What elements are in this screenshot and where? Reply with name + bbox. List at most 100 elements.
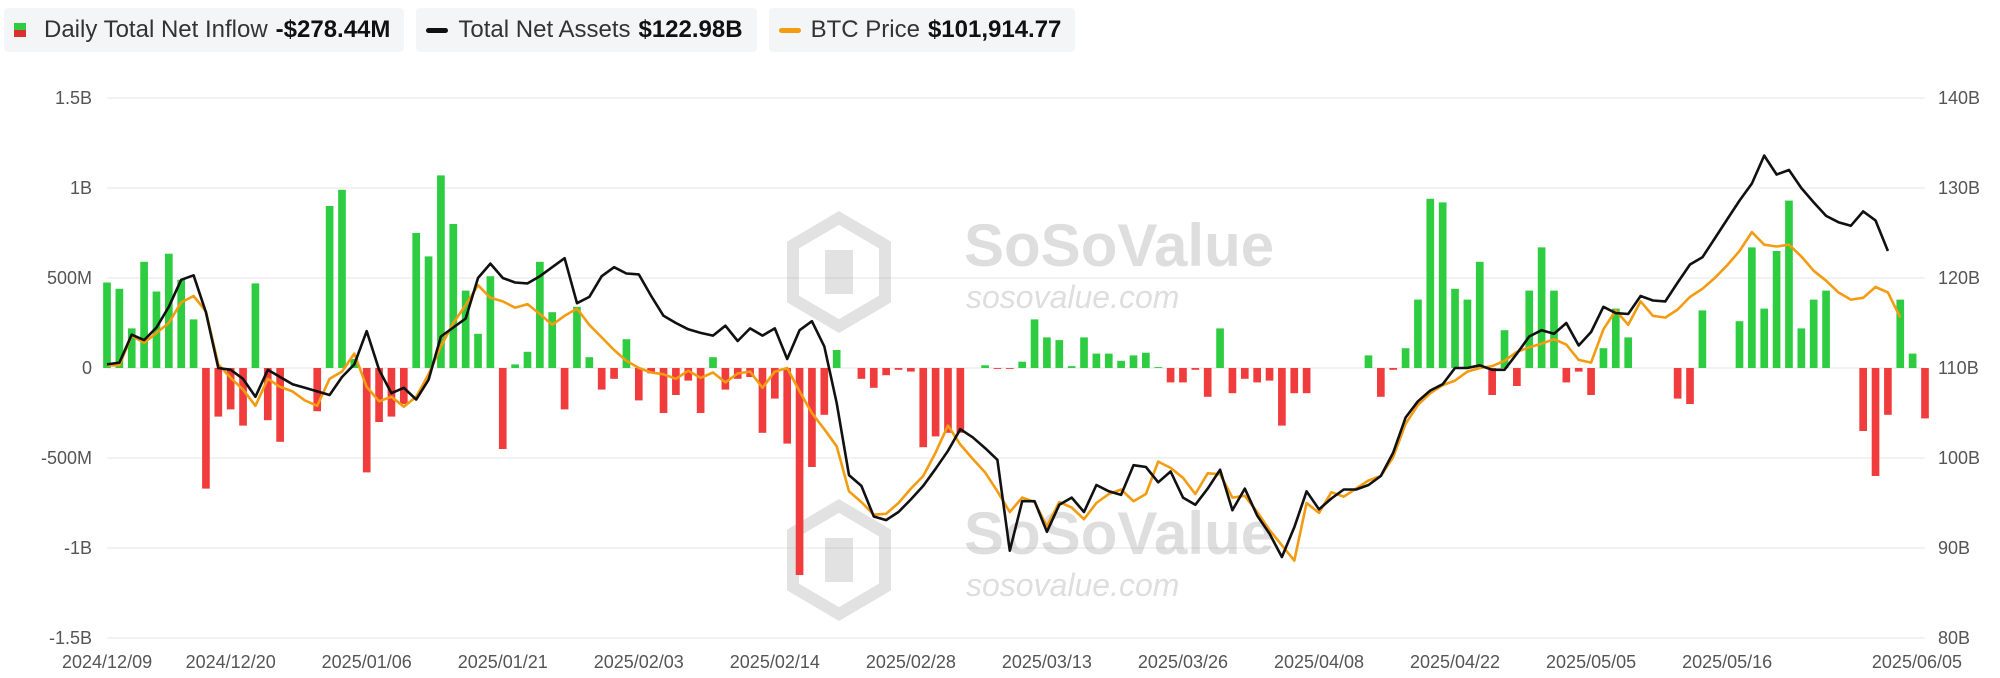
inflow-bar[interactable] [1438, 202, 1447, 368]
inflow-bar[interactable] [1414, 299, 1422, 368]
inflow-bar[interactable] [981, 365, 989, 368]
inflow-bar[interactable] [1686, 368, 1694, 404]
inflow-bar[interactable] [362, 368, 371, 473]
inflow-bar[interactable] [1809, 299, 1818, 368]
inflow-bar[interactable] [1142, 352, 1150, 368]
inflow-bar[interactable] [1451, 288, 1459, 368]
inflow-bar[interactable] [1055, 340, 1064, 368]
inflow-bar[interactable] [696, 368, 705, 413]
inflow-bar[interactable] [1698, 310, 1707, 368]
inflow-bar[interactable] [1463, 299, 1472, 368]
inflow-bar[interactable] [165, 253, 173, 368]
inflow-bar[interactable] [894, 368, 903, 370]
inflow-bar[interactable] [857, 368, 866, 379]
inflow-bar[interactable] [486, 276, 495, 368]
total-net-assets-line[interactable] [106, 154, 1890, 559]
inflow-bar[interactable] [461, 290, 470, 368]
inflow-bar[interactable] [622, 339, 631, 368]
inflow-bar[interactable] [832, 350, 841, 368]
inflow-bar[interactable] [956, 368, 965, 433]
legend-total-net-assets[interactable]: Total Net Assets $122.98B [416, 8, 757, 52]
inflow-bar[interactable] [1018, 361, 1027, 368]
inflow-bar[interactable] [1216, 328, 1224, 368]
inflow-bar[interactable] [1377, 368, 1385, 397]
inflow-bar[interactable] [1426, 198, 1435, 368]
inflow-bar[interactable] [907, 368, 915, 372]
inflow-bar[interactable] [1772, 251, 1781, 368]
inflow-bar[interactable] [1005, 368, 1014, 369]
inflow-bar[interactable] [214, 368, 223, 417]
inflow-bar[interactable] [449, 224, 458, 368]
inflow-bar[interactable] [1550, 290, 1558, 368]
inflow-bar[interactable] [1500, 330, 1509, 368]
inflow-bar[interactable] [424, 256, 433, 368]
inflow-bar[interactable] [585, 357, 594, 368]
inflow-bar[interactable] [1401, 348, 1410, 368]
inflow-bar[interactable] [1228, 368, 1237, 394]
inflow-bar[interactable] [177, 279, 186, 368]
inflow-bar[interactable] [1129, 355, 1138, 368]
inflow-bar[interactable] [1290, 368, 1299, 394]
inflow-bar[interactable] [1117, 360, 1125, 368]
inflow-bar[interactable] [771, 368, 779, 399]
inflow-bar[interactable] [103, 282, 111, 369]
inflow-bar[interactable] [869, 368, 878, 388]
inflow-bar[interactable] [548, 312, 557, 368]
inflow-bar[interactable] [1599, 348, 1608, 368]
inflow-bar[interactable] [263, 368, 272, 421]
inflow-bar[interactable] [1859, 368, 1867, 431]
inflow-bar[interactable] [573, 306, 581, 368]
inflow-bar[interactable] [115, 288, 124, 368]
inflow-bar[interactable] [399, 368, 408, 404]
inflow-bar[interactable] [239, 368, 247, 426]
inflow-bar[interactable] [1760, 308, 1769, 368]
inflow-bar[interactable] [1364, 355, 1373, 368]
inflow-bar[interactable] [1179, 368, 1187, 383]
inflow-bar[interactable] [1475, 261, 1484, 368]
inflow-bar[interactable] [1611, 308, 1620, 368]
inflow-bar[interactable] [1896, 299, 1905, 368]
inflow-bar[interactable] [523, 351, 532, 368]
inflow-bar[interactable] [882, 368, 890, 376]
inflow-bar[interactable] [1389, 368, 1398, 370]
inflow-bar[interactable] [1884, 368, 1892, 415]
inflow-bar[interactable] [1191, 368, 1200, 370]
inflow-bar[interactable] [226, 368, 235, 410]
legend-daily-inflow[interactable]: Daily Total Net Inflow -$278.44M [4, 8, 405, 52]
inflow-bar[interactable] [993, 368, 1002, 369]
inflow-bar[interactable] [758, 368, 767, 433]
inflow-bar[interactable] [1673, 368, 1682, 399]
inflow-bar[interactable] [140, 261, 148, 368]
inflow-bar[interactable] [1525, 290, 1534, 368]
inflow-bar[interactable] [944, 368, 952, 433]
inflow-bar[interactable] [1537, 247, 1546, 368]
inflow-bar[interactable] [684, 368, 693, 381]
inflow-bar[interactable] [1624, 337, 1633, 368]
inflow-bar[interactable] [1921, 368, 1929, 419]
inflow-bar[interactable] [276, 368, 284, 442]
inflow-bar[interactable] [474, 333, 482, 368]
inflow-bar[interactable] [1154, 367, 1163, 368]
inflow-bar[interactable] [1030, 319, 1039, 368]
inflow-bar[interactable] [647, 368, 655, 374]
inflow-bar[interactable] [202, 368, 210, 489]
inflow-bar[interactable] [1092, 353, 1101, 368]
inflow-bar[interactable] [672, 368, 680, 395]
inflow-bar[interactable] [1043, 337, 1051, 368]
inflow-bar[interactable] [1822, 290, 1830, 368]
inflow-bar[interactable] [1587, 368, 1595, 395]
inflow-bar[interactable] [721, 368, 730, 390]
inflow-bar[interactable] [1488, 368, 1496, 395]
inflow-bar[interactable] [1748, 247, 1756, 368]
inflow-bar[interactable] [1574, 368, 1583, 372]
inflow-bar[interactable] [597, 368, 606, 390]
inflow-bar[interactable] [189, 319, 198, 368]
inflow-bar[interactable] [1265, 368, 1274, 381]
inflow-bar[interactable] [127, 328, 136, 368]
inflow-bar[interactable] [1240, 368, 1249, 379]
inflow-bar[interactable] [1562, 368, 1571, 383]
inflow-bar[interactable] [1278, 368, 1286, 426]
inflow-bar[interactable] [1871, 368, 1880, 476]
inflow-bar[interactable] [412, 233, 421, 368]
inflow-bar[interactable] [1908, 353, 1917, 368]
